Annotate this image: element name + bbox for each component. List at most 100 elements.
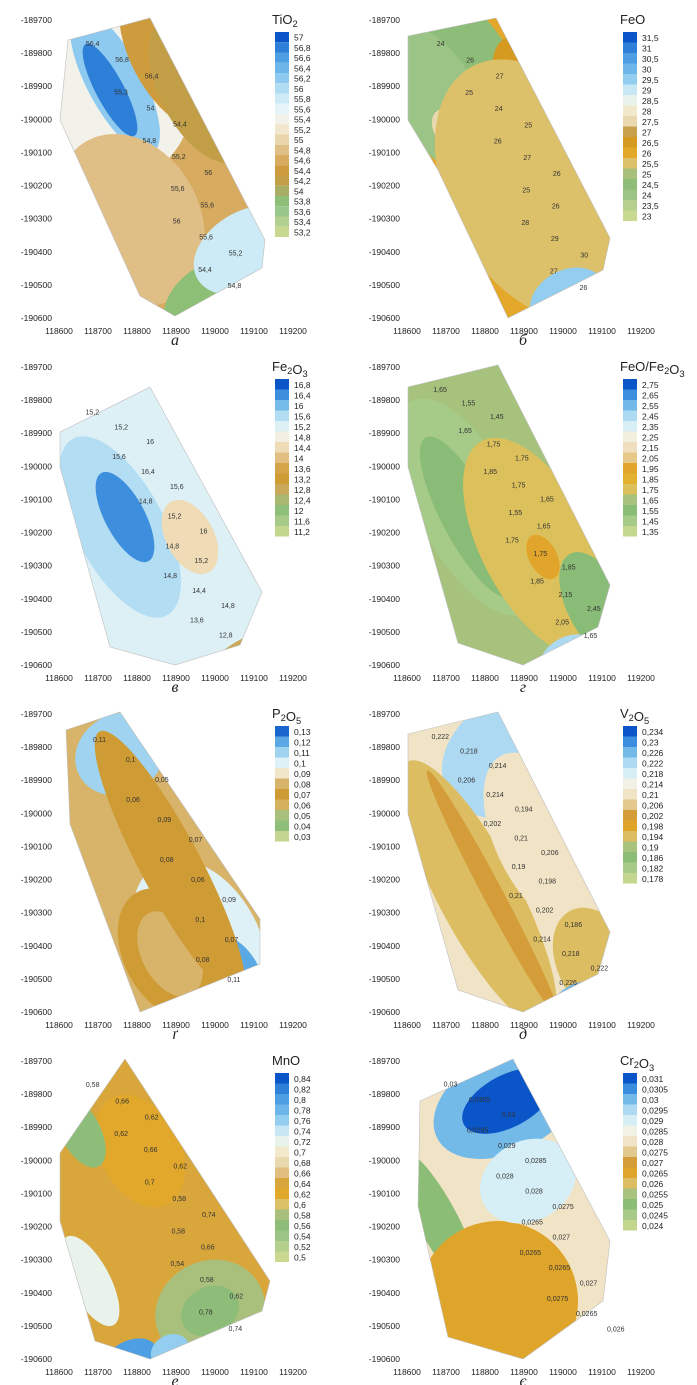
y-tick-label: -189700 <box>21 15 52 25</box>
contour-label: 16,4 <box>141 469 155 476</box>
chart-panel: 24 26 27 25 24 25 26 27 26 25 26 28 29 30 27 26 118600 11… <box>369 12 659 349</box>
legend-swatch <box>623 873 637 884</box>
legend-value: 0,03 <box>294 832 311 842</box>
legend-swatch <box>275 526 289 537</box>
legend-swatch <box>275 1167 289 1178</box>
region-outline <box>65 711 261 1013</box>
legend-swatch <box>623 747 637 758</box>
legend-value: 2,75 <box>642 380 659 390</box>
y-tick-label: -190000 <box>369 1155 400 1165</box>
x-tick-label: 118600 <box>393 326 421 336</box>
contour-fill <box>426 770 560 1012</box>
legend-value: 0,23 <box>642 737 659 747</box>
contour-label: 0,0285 <box>525 1158 547 1165</box>
contour-label: 0,0295 <box>467 1128 489 1135</box>
legend-value: 13,6 <box>294 464 311 474</box>
y-tick-label: -190200 <box>21 528 52 538</box>
x-tick-label: 119200 <box>279 1020 307 1030</box>
x-tick-label: 118700 <box>432 326 460 336</box>
y-tick-label: -190500 <box>369 974 400 984</box>
legend-swatch <box>275 1094 289 1105</box>
legend-swatch <box>275 463 289 474</box>
legend-swatch <box>275 820 289 831</box>
legend-swatch <box>275 73 289 84</box>
legend-swatch <box>275 226 289 237</box>
contour-label: 0,08 <box>160 857 174 864</box>
legend-value: 11,6 <box>294 516 310 526</box>
y-tick-label: -190600 <box>369 313 400 323</box>
legend-value: 0,178 <box>642 874 664 884</box>
legend-swatch <box>623 768 637 779</box>
contour-label: 0,226 <box>559 980 577 987</box>
y-tick-label: -189900 <box>21 775 52 785</box>
legend-swatch <box>623 1073 637 1084</box>
legend-value: 55,4 <box>294 115 311 125</box>
contour-label: 0,11 <box>93 737 106 744</box>
legend-value: 0,76 <box>294 1116 311 1126</box>
legend-value: 12,8 <box>294 485 311 495</box>
y-tick-label: -189700 <box>21 1056 52 1066</box>
contour-label: 0,206 <box>541 850 559 857</box>
legend-value: 0,04 <box>294 821 311 831</box>
legend-swatch <box>623 1136 637 1147</box>
contour-fill <box>161 499 219 575</box>
contour-label: 0,0265 <box>520 1250 542 1257</box>
legend-swatch <box>623 789 637 800</box>
legend-swatch <box>623 63 637 74</box>
legend-swatch <box>275 421 289 432</box>
legend-swatch <box>275 442 289 453</box>
contour-label: 54,8 <box>228 283 242 290</box>
contour-label: 0,0265 <box>576 1311 598 1318</box>
x-tick-label: 118900 <box>510 1367 538 1377</box>
legend-value: 2,45 <box>642 411 659 421</box>
y-tick-label: -190200 <box>21 1222 52 1232</box>
y-tick-label: -190300 <box>369 908 400 918</box>
legend-swatch <box>275 768 289 779</box>
contour-label: 0,202 <box>484 821 502 828</box>
y-tick-label: -190000 <box>369 461 400 471</box>
contour-fill <box>480 1138 576 1224</box>
x-tick-label: 119200 <box>279 326 307 336</box>
y-tick-label: -190100 <box>369 147 400 157</box>
legend-swatch <box>275 1073 289 1084</box>
legend-swatch <box>275 114 289 125</box>
legend-swatch <box>623 484 637 495</box>
x-tick-label: 118900 <box>510 326 538 336</box>
legend-value: 0,19 <box>642 842 659 852</box>
contour-label: 14,8 <box>163 573 177 580</box>
legend-value: 1,65 <box>642 495 659 505</box>
y-tick-label: -190000 <box>21 114 52 124</box>
contour-label: 0,09 <box>157 817 171 824</box>
contour-label: 27 <box>550 269 558 276</box>
legend-value: 53,2 <box>294 227 311 237</box>
legend-swatch <box>275 1157 289 1168</box>
legend-swatch <box>623 116 637 127</box>
y-tick-label: -190200 <box>369 1222 400 1232</box>
x-tick-label: 119000 <box>201 1367 229 1377</box>
legend-value: 0,78 <box>294 1105 311 1115</box>
contour-label: 0,206 <box>458 778 476 785</box>
legend-value: 0,56 <box>294 1221 311 1231</box>
contour-label: 0,62 <box>173 1163 187 1170</box>
contour-label: 0,222 <box>431 734 449 741</box>
region-outline <box>59 17 266 317</box>
legend-value: 0,07 <box>294 790 311 800</box>
legend-swatch <box>275 42 289 53</box>
region-outline <box>407 17 611 319</box>
legend-swatch <box>275 144 289 155</box>
legend-swatch <box>275 1083 289 1094</box>
contour-label: 15,6 <box>170 484 184 491</box>
legend-swatch <box>623 494 637 505</box>
x-tick-label: 119000 <box>201 1020 229 1030</box>
legend-swatch <box>623 431 637 442</box>
legend-swatch <box>275 747 289 758</box>
contour-label: 30 <box>580 252 588 259</box>
legend-value: 0,52 <box>294 1242 311 1252</box>
contour-fill <box>94 730 246 998</box>
contour-label: 0,54 <box>170 1261 184 1268</box>
x-tick-label: 118600 <box>45 1367 73 1377</box>
legend-title: FeO <box>620 12 645 27</box>
legend-swatch <box>623 84 637 95</box>
legend-swatch <box>623 421 637 432</box>
legend-value: 1,95 <box>642 464 659 474</box>
